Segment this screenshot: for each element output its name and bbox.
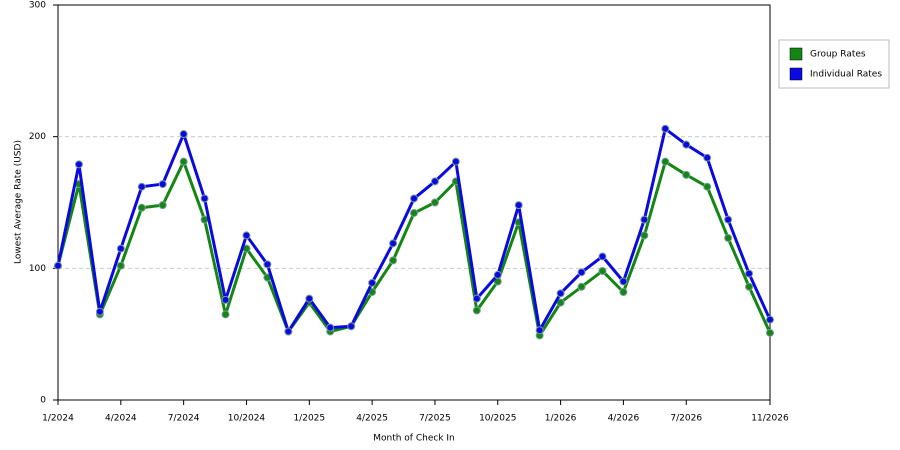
point [179, 157, 188, 166]
y-tick-label: 300 [29, 1, 46, 11]
x-tick-label: 1/2024 [42, 414, 74, 424]
legend-swatch [789, 67, 803, 81]
point [577, 282, 586, 291]
x-tick-label: 1/2025 [293, 414, 325, 424]
x-tick-label: 7/2024 [168, 414, 200, 424]
point [410, 194, 418, 203]
y-tick-label: 200 [29, 132, 46, 142]
point [745, 282, 754, 291]
point [74, 160, 83, 169]
point [368, 278, 377, 287]
point [703, 153, 712, 162]
point [221, 310, 230, 319]
point [745, 269, 754, 278]
point [766, 315, 774, 324]
x-tick-label: 4/2024 [105, 414, 137, 424]
point [556, 289, 565, 298]
y-tick-label: 0 [40, 396, 46, 406]
point [430, 198, 439, 207]
point [326, 323, 335, 332]
point [724, 234, 733, 243]
point [514, 201, 523, 210]
legend-label: Individual Rates [810, 70, 882, 80]
x-tick-label: 1/2026 [545, 414, 577, 424]
point [577, 268, 586, 277]
point [305, 294, 314, 303]
x-tick-label: 7/2026 [670, 414, 702, 424]
point [472, 306, 481, 315]
legend-box [778, 39, 890, 89]
point [661, 157, 670, 166]
point [263, 260, 272, 269]
point [640, 215, 649, 224]
x-tick-label: 7/2025 [419, 414, 451, 424]
point [640, 231, 649, 240]
point [95, 307, 104, 316]
point [284, 327, 293, 336]
point [619, 288, 628, 297]
point [54, 261, 62, 270]
point [766, 328, 774, 337]
point [556, 298, 565, 307]
x-axis-label: Month of Check In [373, 434, 455, 444]
point [682, 170, 691, 179]
point [221, 295, 230, 304]
legend-label: Group Rates [810, 50, 866, 60]
point [137, 203, 146, 212]
x-tick-label: 11/2026 [751, 414, 789, 424]
point [389, 256, 398, 265]
point [472, 294, 481, 303]
point [724, 215, 733, 224]
point [137, 182, 146, 191]
point [535, 326, 544, 335]
legend-swatch [789, 47, 803, 61]
x-tick-label: 4/2025 [356, 414, 388, 424]
point [598, 266, 607, 275]
point [619, 277, 628, 286]
x-tick-label: 10/2025 [479, 414, 516, 424]
y-axis-label: Lowest Average Rate (USD) [14, 140, 24, 264]
point [451, 157, 460, 166]
point [703, 182, 712, 191]
x-tick-label: 4/2026 [608, 414, 640, 424]
point [347, 322, 356, 331]
point [598, 252, 607, 261]
x-tick-label: 10/2024 [228, 414, 266, 424]
y-tick-label: 100 [29, 264, 46, 274]
point [389, 239, 398, 248]
point [661, 124, 670, 133]
point [200, 194, 209, 203]
point [430, 177, 439, 186]
point [179, 130, 188, 139]
point [116, 244, 125, 253]
point [116, 261, 125, 270]
point [410, 209, 418, 218]
point [493, 270, 502, 279]
point [158, 180, 167, 189]
point [682, 140, 691, 149]
point [242, 231, 251, 240]
point [158, 201, 167, 210]
